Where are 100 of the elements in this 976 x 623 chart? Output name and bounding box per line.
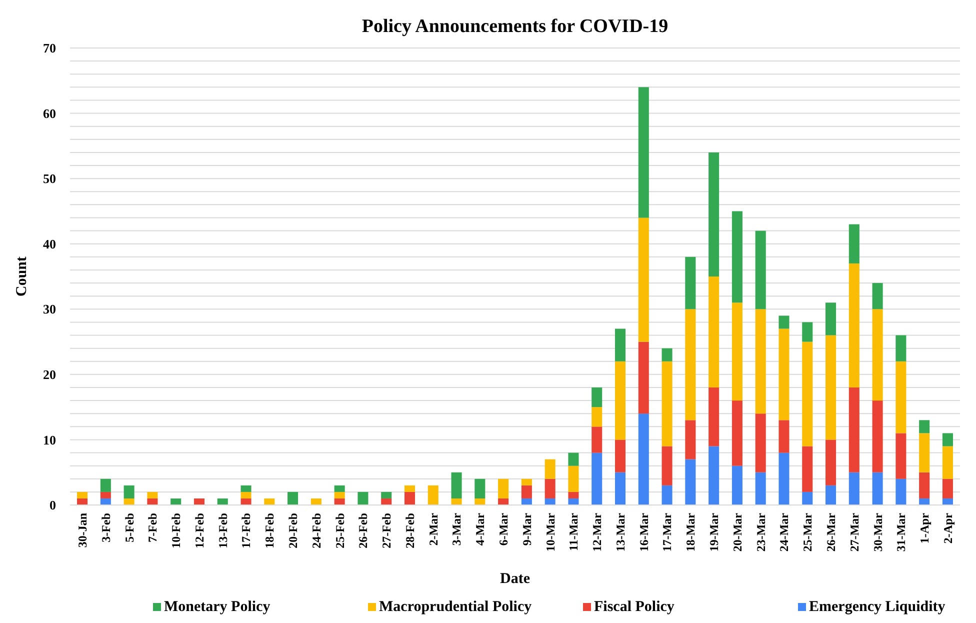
bar — [428, 485, 438, 505]
x-tick-label: 2-Apr — [940, 512, 955, 544]
bar — [942, 433, 953, 446]
bar — [662, 485, 672, 505]
x-tick-label: 24-Mar — [777, 512, 792, 552]
x-tick-label: 28-Feb — [402, 512, 417, 548]
bar — [638, 218, 649, 342]
bar — [521, 478, 532, 486]
bar — [802, 446, 813, 492]
bar — [732, 302, 742, 401]
x-tick-label: 20-Feb — [286, 512, 300, 548]
x-tick-label: 30-Mar — [870, 512, 885, 552]
y-axis-title: Count — [14, 256, 30, 297]
bar — [638, 342, 649, 414]
y-tick-label: 30 — [43, 302, 56, 317]
y-tick-label: 70 — [43, 40, 56, 56]
bar — [778, 316, 790, 329]
bar — [592, 426, 602, 453]
bar — [544, 459, 556, 479]
x-tick-label: 25-Feb — [332, 512, 347, 548]
bar — [919, 498, 930, 505]
x-tick-label: 7-Feb — [146, 512, 160, 542]
bar — [544, 478, 556, 498]
bar — [498, 478, 509, 498]
bar — [708, 152, 720, 276]
x-tick-label: 13-Mar — [613, 512, 628, 552]
x-tick-label: 17-Mar — [660, 512, 674, 552]
bar — [240, 485, 252, 492]
bar — [451, 472, 462, 498]
legend-label: Macroprudential Policy — [379, 599, 532, 615]
x-tick-label: 1-Apr — [918, 512, 932, 544]
bar — [124, 485, 134, 498]
bar — [498, 498, 509, 505]
bar — [708, 276, 720, 388]
bar — [896, 433, 906, 479]
bar — [872, 472, 883, 505]
bar — [896, 361, 906, 434]
bar — [685, 256, 696, 310]
bar — [732, 400, 742, 466]
x-tick-label: 10-Mar — [543, 512, 558, 552]
bar — [147, 498, 158, 505]
bar — [755, 472, 766, 505]
bar — [77, 498, 88, 505]
bar — [896, 478, 906, 505]
bar — [802, 342, 813, 446]
x-tick-label: 25-Mar — [800, 512, 815, 552]
bar — [568, 492, 579, 498]
bar — [662, 361, 672, 446]
x-tick-label: 9-Mar — [520, 512, 534, 546]
x-axis-title: Date — [500, 571, 530, 587]
chart-title: Policy Announcements for COVID-19 — [362, 16, 668, 37]
bar — [334, 498, 345, 505]
bar — [124, 498, 134, 505]
bar — [848, 472, 860, 505]
bar — [334, 492, 345, 498]
y-tick-label: 10 — [43, 432, 56, 448]
bar — [592, 407, 602, 427]
bar — [826, 440, 836, 486]
bar — [755, 309, 766, 414]
bar — [778, 420, 790, 453]
bar — [755, 230, 766, 310]
bar — [451, 498, 462, 505]
x-tick-label: 26-Mar — [824, 512, 838, 552]
bar — [708, 446, 720, 505]
bar — [778, 328, 790, 420]
bar — [521, 485, 532, 498]
x-tick-label: 6-Mar — [496, 512, 511, 546]
bar — [170, 498, 182, 505]
x-tick-label: 12-Feb — [192, 512, 206, 548]
x-tick-label: 5-Feb — [122, 512, 136, 542]
bar — [147, 492, 158, 498]
bar — [100, 492, 111, 498]
bar — [568, 466, 579, 492]
bar — [334, 485, 345, 492]
bar — [544, 498, 556, 505]
y-tick-label: 60 — [43, 106, 56, 121]
x-tick-label: 2-Mar — [426, 512, 440, 546]
x-tick-label: 27-Mar — [847, 512, 862, 552]
bar — [802, 322, 813, 342]
bar — [568, 498, 579, 505]
bar — [638, 87, 649, 218]
x-tick-label: 18-Mar — [684, 512, 698, 552]
bar — [942, 478, 953, 498]
bar — [662, 348, 672, 362]
bar — [614, 328, 626, 362]
bar — [708, 387, 720, 446]
y-tick-label: 0 — [50, 498, 56, 513]
bar — [217, 498, 228, 505]
x-tick-label: 23-Mar — [754, 512, 768, 552]
bar — [662, 446, 672, 486]
bar — [732, 466, 742, 505]
bar — [614, 361, 626, 440]
bar — [568, 452, 579, 466]
y-tick-label: 40 — [43, 236, 56, 252]
x-tick-label: 13-Feb — [216, 512, 230, 548]
bar — [919, 420, 930, 434]
bar — [755, 414, 766, 472]
x-tick-label: 10-Feb — [169, 512, 184, 548]
bar — [826, 335, 836, 440]
bar — [240, 498, 252, 505]
